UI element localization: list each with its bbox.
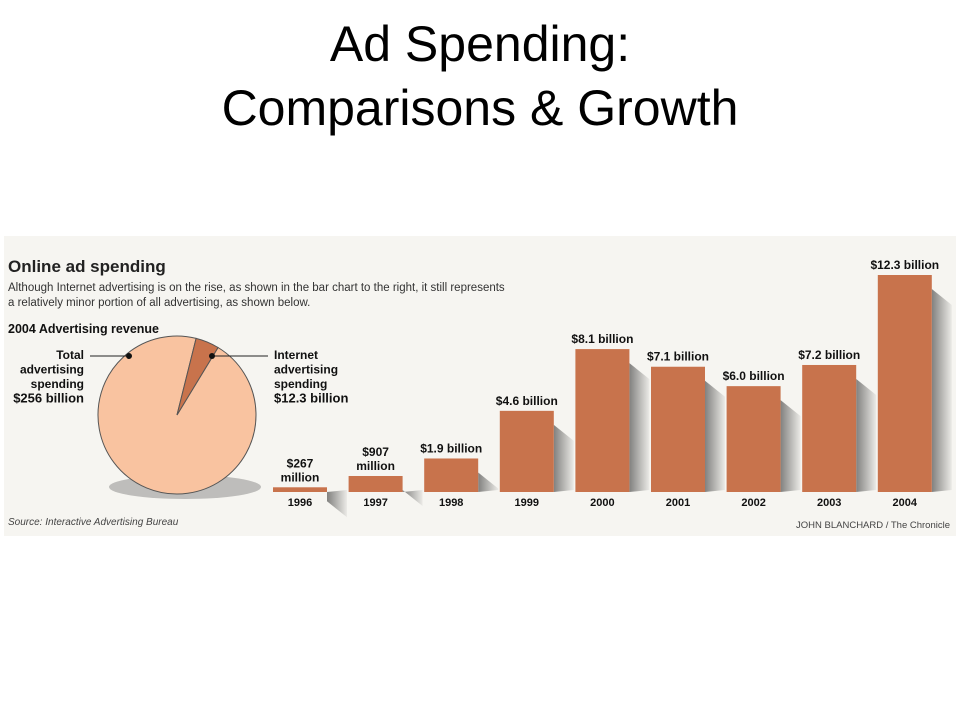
bar-2004	[877, 275, 932, 492]
bar-shadow-1996	[327, 490, 347, 518]
bar-value-label-2000: $8.1 billion	[571, 332, 633, 346]
bar-shadow-2004	[931, 289, 952, 492]
x-tick-label-2000: 2000	[590, 497, 614, 509]
pie-label-total-line-1: Total	[56, 348, 84, 362]
pie-label-internet-line-3: spending	[274, 377, 327, 391]
bar-shadow-1999	[553, 424, 574, 492]
bar-2000	[575, 349, 630, 492]
pie-callout-dot-internet	[209, 353, 215, 359]
bar-value-label-2002: $6.0 billion	[723, 369, 785, 383]
source-note: Source: Interactive Advertising Bureau	[8, 517, 179, 528]
bar-value-label-2001: $7.1 billion	[647, 350, 709, 364]
bar-value-label-1999: $4.6 billion	[496, 394, 558, 408]
pie-label-total-line-4: $256 billion	[13, 391, 84, 406]
bar-shadow-2001	[705, 380, 725, 492]
graphic-description-line-2: a relatively minor portion of all advert…	[8, 297, 310, 309]
bar-value-label-1997-1: $907	[362, 445, 389, 459]
x-tick-label-1999: 1999	[515, 497, 539, 509]
bar-shadow-2000	[629, 363, 650, 492]
slide-title: Ad Spending: Comparisons & Growth	[0, 12, 960, 140]
pie-label-internet-line-1: Internet	[274, 348, 318, 362]
pie-slice-internet	[176, 337, 219, 416]
graphic-heading: Online ad spending	[8, 257, 166, 276]
bar-value-label-2003: $7.2 billion	[798, 348, 860, 362]
credit-note: JOHN BLANCHARD / The Chronicle	[796, 520, 950, 531]
pie-title: 2004 Advertising revenue	[8, 322, 159, 336]
bar-shadow-2003	[856, 378, 877, 492]
bar-value-label-1998: $1.9 billion	[420, 441, 482, 455]
slide-title-line-2: Comparisons & Growth	[221, 80, 739, 136]
pie-label-internet-line-4: $12.3 billion	[274, 391, 348, 406]
pie-label-total-line-2: advertising	[20, 363, 84, 377]
pie-label-internet-line-2: advertising	[274, 363, 338, 377]
x-tick-label-2002: 2002	[741, 497, 765, 509]
bar-1996	[273, 487, 327, 492]
slide-title-line-1: Ad Spending:	[329, 16, 631, 72]
bar-shadow-1997	[402, 489, 423, 506]
bar-2003	[802, 364, 857, 492]
bar-shadow-1998	[478, 472, 499, 492]
x-tick-label-1996: 1996	[288, 497, 312, 509]
bar-1997	[348, 475, 403, 492]
bar-2001	[651, 366, 705, 492]
pie-label-total-line-3: spending	[31, 377, 84, 391]
x-tick-label-1997: 1997	[363, 497, 387, 509]
bar-value-label-1997-2: million	[356, 459, 395, 473]
bar-shadow-2002	[780, 400, 801, 492]
bar-2002	[726, 386, 781, 492]
x-tick-label-2001: 2001	[666, 497, 690, 509]
pie-callout-dot-total	[126, 353, 132, 359]
x-tick-label-2004: 2004	[893, 497, 918, 509]
bar-value-label-2004: $12.3 billion	[870, 258, 939, 272]
x-tick-label-2003: 2003	[817, 497, 841, 509]
graphic-description-line-1: Although Internet advertising is on the …	[8, 282, 505, 294]
bar-1998	[424, 458, 479, 492]
bar-value-label-1996-1: $267	[287, 456, 314, 470]
x-tick-label-1998: 1998	[439, 497, 463, 509]
bar-1999	[499, 410, 554, 492]
bar-value-label-1996-2: million	[281, 470, 320, 484]
